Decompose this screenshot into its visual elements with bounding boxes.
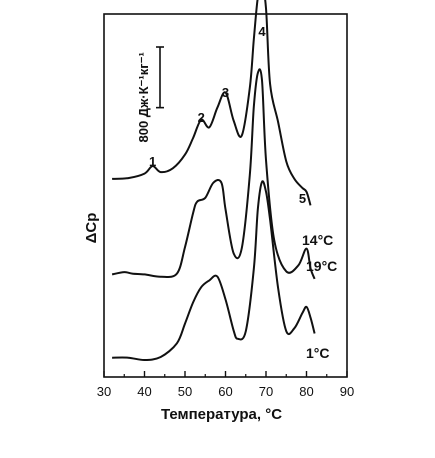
series-label: 1°C (306, 345, 330, 361)
series-line (111, 68, 316, 280)
peak-label: 5 (299, 191, 306, 206)
x-tick-label: 30 (97, 384, 111, 399)
peak-label: 2 (198, 110, 205, 125)
y-axis-title: ΔCp (83, 213, 100, 244)
peak-label: 3 (222, 85, 229, 100)
x-tick-label: 80 (299, 384, 313, 399)
x-tick-label: 70 (259, 384, 273, 399)
x-tick-label: 90 (340, 384, 354, 399)
peak-label: 1 (149, 154, 156, 169)
x-tick-label: 50 (178, 384, 192, 399)
series-line (112, 180, 316, 362)
x-tick-label: 60 (218, 384, 232, 399)
series-label: 14°C (302, 232, 333, 248)
peak-label: 4 (258, 24, 266, 39)
curves (111, 0, 316, 362)
x-axis: 30 40 50 60 70 80 90 Температура, °C ΔCp (83, 213, 354, 423)
series-label: 19°C (306, 258, 337, 274)
annotations: 14°C 19°C 1°C 1 2 3 4 5 800 Дж·К⁻¹кг⁻¹ (136, 24, 337, 361)
x-axis-title: Температура, °C (161, 406, 282, 423)
series-line (112, 0, 312, 206)
x-tick-label: 40 (137, 384, 151, 399)
scale-bar-label: 800 Дж·К⁻¹кг⁻¹ (136, 52, 151, 142)
